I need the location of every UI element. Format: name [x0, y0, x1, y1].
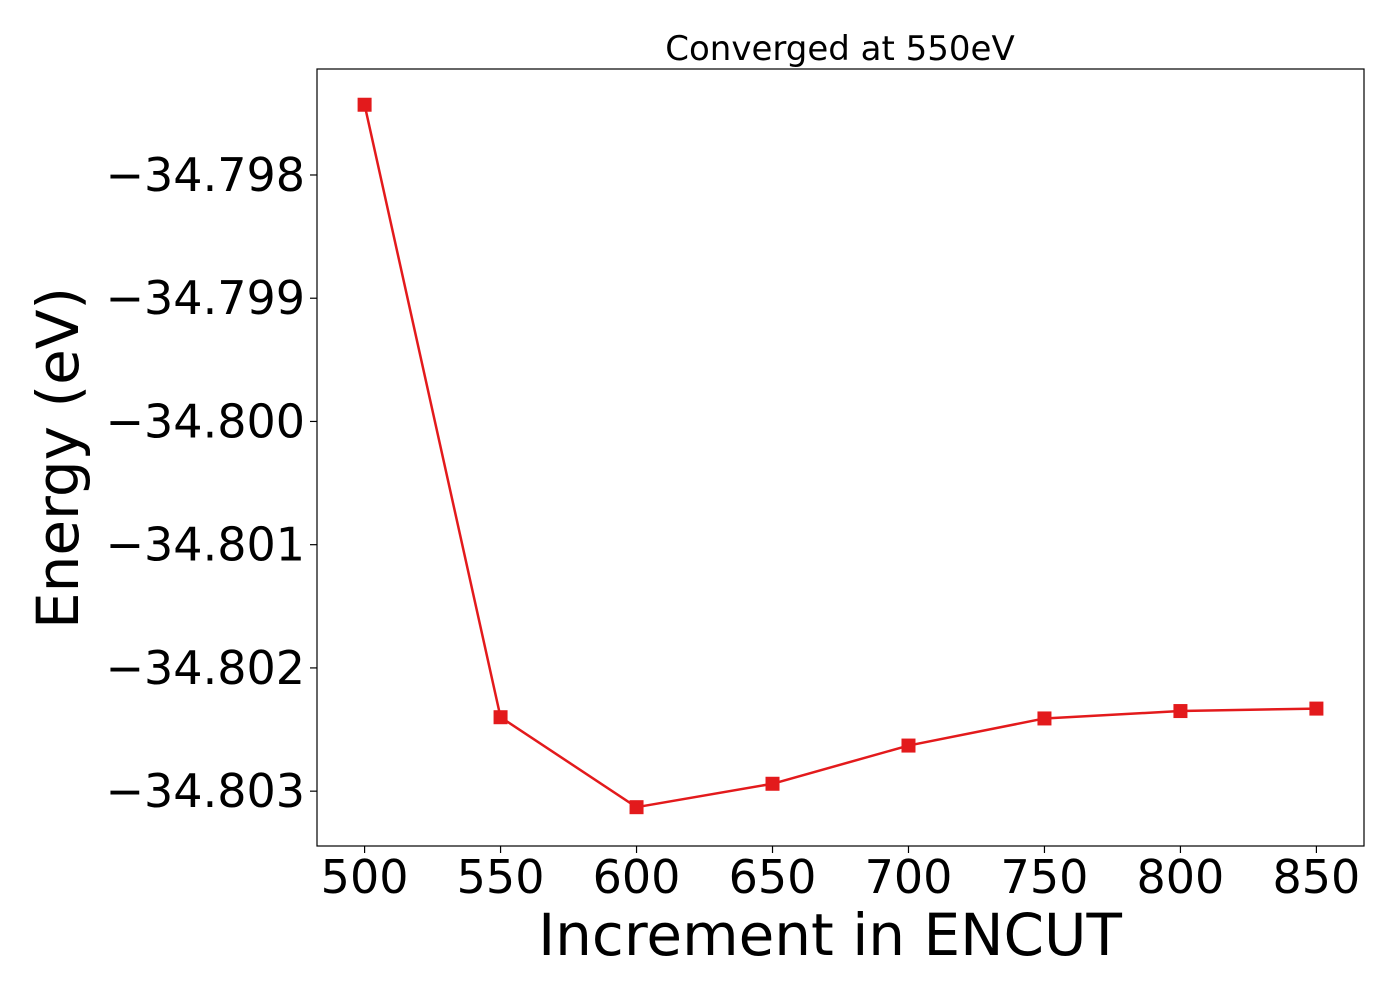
data-point-marker — [765, 776, 780, 791]
y-tick-label: −34.802 — [106, 641, 306, 695]
data-point-marker — [1037, 711, 1052, 726]
data-point-marker — [493, 710, 508, 725]
data-point-marker — [357, 97, 372, 112]
x-tick-label: 850 — [1273, 850, 1361, 904]
y-tick-label: −34.798 — [106, 148, 306, 202]
chart-title: Converged at 550eV — [665, 29, 1014, 69]
x-tick-label: 750 — [1001, 850, 1089, 904]
x-tick-label: 650 — [729, 850, 817, 904]
series-line — [363, 104, 1317, 809]
y-tick-label: −34.801 — [106, 518, 306, 572]
y-axis-ticks: −34.798 −34.799 −34.800 −34.801 −34.802 −34.8… — [106, 148, 317, 818]
data-point-marker — [901, 738, 916, 753]
x-axis-ticks: 500 550 600 650 700 750 800 850 — [321, 846, 1361, 904]
x-tick-label: 550 — [457, 850, 545, 904]
x-tick-label: 800 — [1137, 850, 1225, 904]
y-tick-label: −34.803 — [106, 764, 306, 818]
data-point-marker — [629, 800, 644, 815]
x-tick-label: 600 — [593, 850, 681, 904]
x-tick-label: 500 — [321, 850, 409, 904]
y-tick-label: −34.800 — [106, 394, 306, 448]
data-point-marker — [1309, 701, 1324, 716]
y-axis-label: Energy (eV) — [24, 287, 92, 629]
x-axis-label: Increment in ENCUT — [538, 901, 1122, 969]
data-point-marker — [1173, 704, 1188, 719]
x-tick-label: 700 — [865, 850, 953, 904]
series-layer — [357, 97, 1324, 815]
y-tick-label: −34.799 — [106, 271, 306, 325]
plot-area-frame — [316, 68, 1365, 847]
